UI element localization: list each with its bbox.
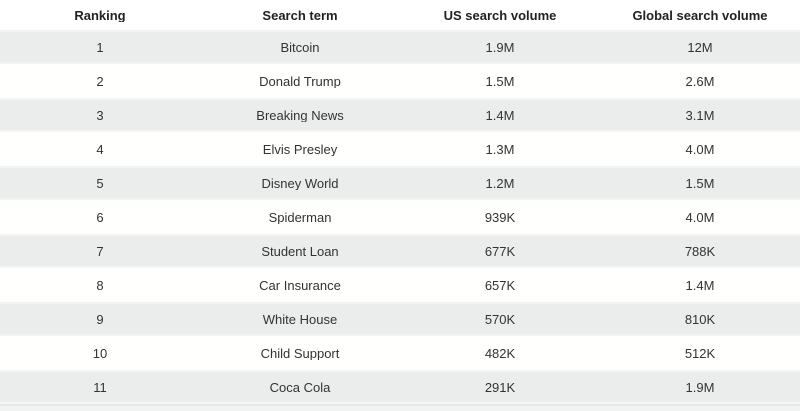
search-term-cell: Child Support bbox=[260, 346, 340, 360]
us-volume-cell: 657K bbox=[484, 278, 516, 292]
search-term-cell: Student Loan bbox=[261, 244, 339, 258]
ranking-cell: 3 bbox=[96, 108, 104, 122]
column-header-search-term: Search term bbox=[262, 8, 338, 22]
ranking-cell: 8 bbox=[96, 278, 104, 292]
search-term-cell: Breaking News bbox=[256, 108, 344, 122]
ranking-cell: 10 bbox=[92, 346, 108, 360]
us-volume-cell: 939K bbox=[484, 210, 516, 224]
global-volume-cell: 788K bbox=[684, 244, 716, 258]
ranking-cell: 7 bbox=[96, 244, 104, 258]
ranking-cell: 5 bbox=[96, 176, 104, 190]
us-volume-cell: 677K bbox=[484, 244, 516, 258]
table-row: 6 Spiderman 939K 4.0M bbox=[0, 200, 800, 234]
table-row: 9 White House 570K 810K bbox=[0, 302, 800, 336]
search-term-cell: Spiderman bbox=[268, 210, 332, 224]
global-volume-cell: 4.0M bbox=[685, 210, 715, 224]
search-term-cell: Elvis Presley bbox=[262, 142, 338, 156]
table-header-row: Ranking Search term US search volume Glo… bbox=[0, 0, 800, 30]
table-row: 11 Coca Cola 291K 1.9M bbox=[0, 370, 800, 404]
ranking-cell: 1 bbox=[96, 40, 104, 54]
global-volume-cell: 810K bbox=[684, 312, 716, 326]
ranking-cell: 6 bbox=[96, 210, 104, 224]
us-volume-cell: 482K bbox=[484, 346, 516, 360]
column-header-ranking: Ranking bbox=[74, 8, 126, 22]
global-volume-cell: 4.0M bbox=[685, 142, 715, 156]
search-term-cell: Bitcoin bbox=[280, 40, 320, 54]
table-row: 4 Elvis Presley 1.3M 4.0M bbox=[0, 132, 800, 166]
table-row: 2 Donald Trump 1.5M 2.6M bbox=[0, 64, 800, 98]
us-volume-cell: 1.5M bbox=[485, 74, 515, 88]
global-volume-cell: 12M bbox=[687, 40, 713, 54]
table-row: 1 Bitcoin 1.9M 12M bbox=[0, 30, 800, 64]
us-volume-cell: 1.2M bbox=[485, 176, 515, 190]
global-volume-cell: 1.9M bbox=[685, 380, 715, 394]
us-volume-cell: 570K bbox=[484, 312, 516, 326]
ranking-cell: 9 bbox=[96, 312, 104, 326]
search-term-cell: Disney World bbox=[261, 176, 339, 190]
table-row: 10 Child Support 482K 512K bbox=[0, 336, 800, 370]
column-header-us-search-volume: US search volume bbox=[443, 8, 557, 22]
column-header-global-search-volume: Global search volume bbox=[632, 8, 768, 22]
global-volume-cell: 1.5M bbox=[685, 176, 715, 190]
ranking-cell: 11 bbox=[93, 380, 107, 394]
global-volume-cell: 1.4M bbox=[685, 278, 715, 292]
partial-next-row-strip bbox=[0, 404, 800, 411]
global-volume-cell: 2.6M bbox=[685, 74, 715, 88]
table-row: 8 Car Insurance 657K 1.4M bbox=[0, 268, 800, 302]
global-volume-cell: 3.1M bbox=[685, 108, 715, 122]
ranking-cell: 4 bbox=[96, 142, 104, 156]
us-volume-cell: 1.4M bbox=[485, 108, 515, 122]
search-term-cell: Car Insurance bbox=[259, 278, 341, 292]
table-row: 3 Breaking News 1.4M 3.1M bbox=[0, 98, 800, 132]
us-volume-cell: 1.9M bbox=[485, 40, 515, 54]
search-term-cell: White House bbox=[262, 312, 338, 326]
table-body: 1 Bitcoin 1.9M 12M 2 Donald Trump 1.5M 2… bbox=[0, 30, 800, 404]
ranking-cell: 2 bbox=[96, 74, 104, 88]
search-term-cell: Donald Trump bbox=[259, 74, 341, 88]
us-volume-cell: 1.3M bbox=[485, 142, 515, 156]
search-term-cell: Coca Cola bbox=[269, 380, 331, 394]
table-row: 7 Student Loan 677K 788K bbox=[0, 234, 800, 268]
global-volume-cell: 512K bbox=[684, 346, 716, 360]
table-row: 5 Disney World 1.2M 1.5M bbox=[0, 166, 800, 200]
us-volume-cell: 291K bbox=[484, 380, 516, 394]
